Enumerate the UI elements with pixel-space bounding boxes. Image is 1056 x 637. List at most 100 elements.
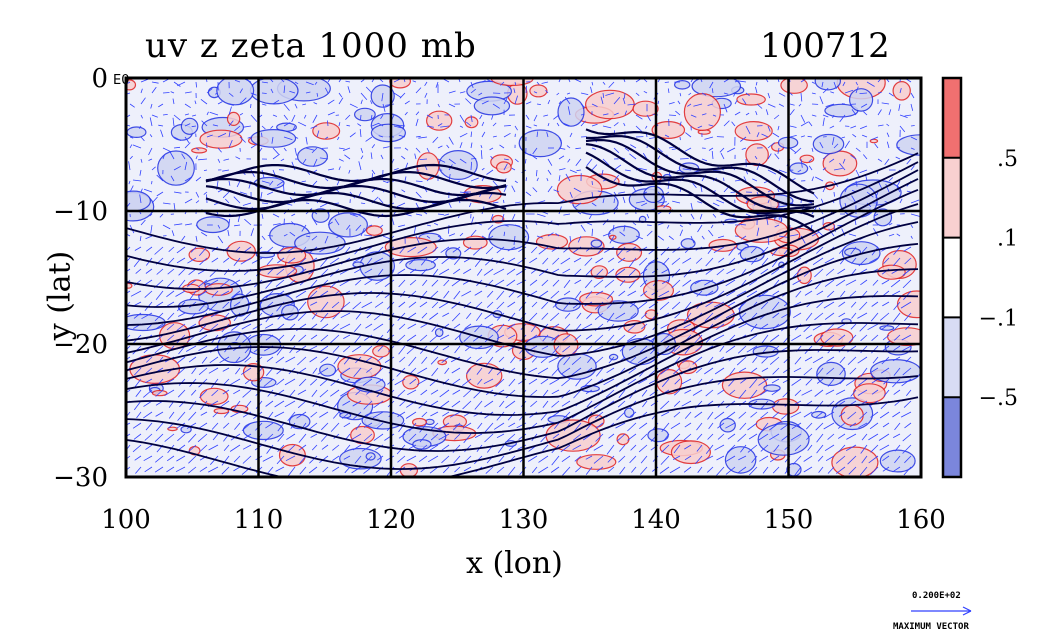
wind-vector [844, 186, 848, 193]
wind-vector [660, 400, 670, 410]
wind-vector [896, 233, 901, 237]
wind-vector [162, 114, 168, 116]
wind-vector [552, 345, 560, 354]
wind-vector [463, 301, 472, 309]
wind-vector [893, 301, 901, 311]
wind-vector [851, 312, 857, 319]
wind-vector [805, 334, 813, 339]
wind-vector [508, 422, 516, 428]
wind-vector [778, 169, 787, 174]
wind-vector [415, 180, 423, 182]
wind-vector [186, 422, 197, 429]
wind-vector [146, 323, 153, 330]
wind-vector [627, 103, 637, 106]
wind-vector [167, 279, 175, 288]
wind-vector [168, 246, 175, 252]
wind-vector [643, 90, 648, 94]
wind-vector [561, 378, 571, 387]
wind-vector [743, 176, 747, 182]
negative-vorticity-contour [157, 150, 195, 186]
colorbar-label: −.1 [979, 306, 1018, 331]
wind-vector [483, 268, 494, 276]
wind-vector [627, 433, 637, 441]
wind-vector [585, 455, 593, 460]
wind-vector [910, 136, 918, 141]
wind-vector [723, 177, 725, 182]
wind-vector [175, 290, 186, 297]
wind-vector [454, 334, 461, 341]
wind-vector [284, 400, 296, 408]
wind-vector [351, 378, 362, 387]
wind-vector [188, 268, 197, 276]
positive-vorticity-contour [312, 122, 341, 140]
colorbar-segment [943, 237, 961, 318]
wind-vector [329, 257, 340, 265]
wind-vector [277, 444, 285, 452]
wind-vector [707, 103, 714, 106]
wind-vector [420, 257, 428, 266]
wind-vector [707, 466, 714, 473]
wind-vector [514, 158, 519, 163]
wind-vector [866, 81, 875, 87]
wind-vector [594, 334, 604, 343]
wind-vector [477, 422, 483, 429]
wind-vector [494, 279, 505, 287]
wind-vector [632, 222, 637, 226]
wind-vector [384, 279, 395, 288]
wind-vector [507, 301, 516, 308]
wind-vector [835, 455, 846, 464]
wind-vector [536, 131, 539, 138]
wind-vector [737, 80, 747, 83]
wind-vector [712, 202, 720, 207]
wind-vector [173, 223, 183, 226]
wind-vector [476, 268, 483, 276]
wind-vector [879, 444, 890, 451]
wind-vector [790, 433, 802, 441]
wind-vector [839, 114, 846, 123]
wind-vector [184, 176, 193, 182]
wind-vector [139, 169, 142, 176]
wind-vector [608, 81, 615, 88]
wind-vector [398, 301, 406, 308]
wind-vector [194, 100, 197, 105]
wind-vector [317, 367, 329, 375]
wind-vector [546, 131, 549, 138]
wind-vector [892, 378, 901, 388]
wind-vector [846, 433, 857, 440]
wind-vector [143, 455, 153, 462]
wind-vector [701, 92, 707, 96]
wind-vector [679, 92, 682, 97]
wind-vector [503, 163, 508, 171]
wind-vector [560, 444, 571, 453]
wind-vector [195, 224, 199, 228]
wind-vector [851, 257, 857, 264]
wind-vector [623, 224, 626, 232]
wind-vector [327, 111, 335, 116]
chart-date: 100712 [760, 26, 890, 66]
wind-vector [838, 246, 846, 254]
wind-vector [340, 367, 351, 375]
wind-vector [737, 433, 747, 442]
wind-vector [639, 345, 648, 353]
wind-vector [266, 257, 274, 266]
wind-vector [569, 191, 573, 198]
wind-vector [262, 455, 274, 462]
wind-vector [658, 290, 670, 298]
wind-vector [441, 455, 450, 464]
wind-vector [184, 142, 191, 149]
wind-vector [862, 154, 868, 160]
wind-vector [714, 411, 725, 420]
wind-vector [899, 87, 902, 94]
negative-vorticity-contour [445, 247, 462, 260]
wind-vector [213, 202, 219, 206]
max-vector-head [962, 606, 972, 616]
wind-vector [555, 233, 560, 237]
wind-vector [630, 356, 637, 363]
wind-vector [188, 455, 197, 464]
wind-vector [347, 86, 351, 94]
wind-vector [330, 323, 340, 332]
wind-vector [140, 219, 146, 226]
wind-vector [662, 279, 670, 284]
wind-vector [299, 268, 307, 274]
wind-vector [667, 88, 670, 94]
